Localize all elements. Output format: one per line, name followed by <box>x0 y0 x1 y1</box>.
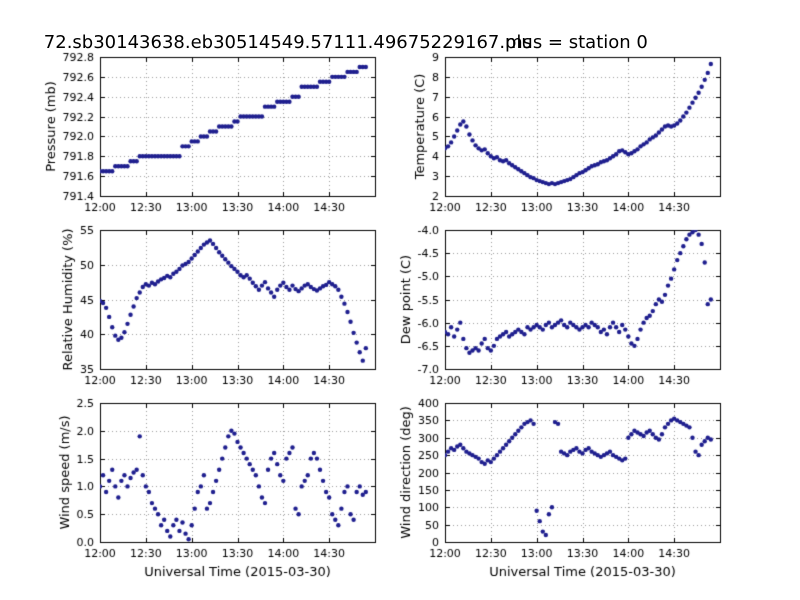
station-title: plus = station 0 <box>505 32 648 53</box>
figure-title: 72.sb30143638.eb30514549.57111.496752291… <box>43 32 532 53</box>
